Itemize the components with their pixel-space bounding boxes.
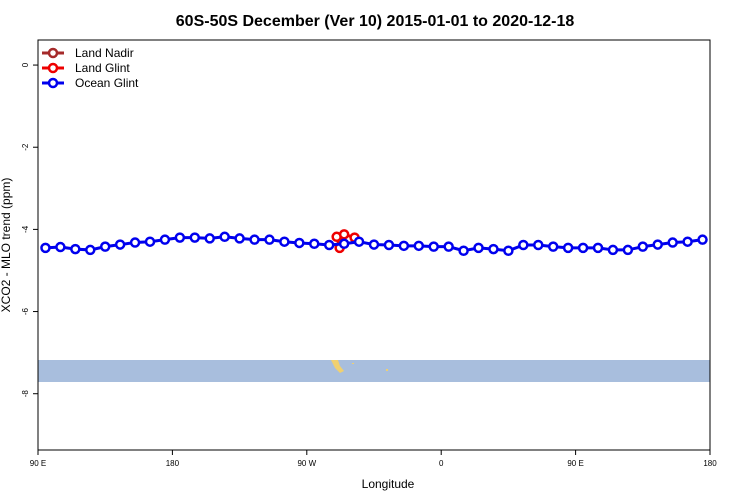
data-point bbox=[413, 240, 425, 252]
data-point bbox=[294, 237, 305, 249]
data-point bbox=[159, 234, 171, 245]
data-point bbox=[264, 234, 275, 245]
x-tick-label: 180 bbox=[166, 459, 180, 468]
data-point bbox=[338, 238, 350, 250]
data-point bbox=[458, 245, 469, 257]
data-point bbox=[592, 242, 604, 254]
data-point bbox=[234, 233, 245, 244]
data-point bbox=[323, 239, 335, 251]
data-point bbox=[70, 243, 81, 255]
data-point bbox=[577, 242, 589, 254]
data-point bbox=[174, 232, 186, 243]
y-tick-label: 0 bbox=[21, 62, 30, 67]
plot-frame bbox=[37, 39, 711, 451]
legend-marker bbox=[47, 47, 59, 59]
data-point bbox=[607, 244, 619, 256]
land-strip bbox=[38, 360, 710, 382]
data-point bbox=[503, 245, 514, 257]
data-point bbox=[309, 238, 320, 250]
data-point bbox=[219, 231, 230, 243]
legend-label: Land Nadir bbox=[75, 46, 134, 60]
land-patch bbox=[386, 369, 388, 371]
chart-title: 60S-50S December (Ver 10) 2015-01-01 to … bbox=[176, 13, 575, 30]
x-tick-label: 90 W bbox=[297, 459, 316, 468]
data-point bbox=[533, 239, 544, 251]
data-point bbox=[279, 236, 290, 247]
data-point bbox=[622, 244, 634, 256]
data-point bbox=[667, 237, 678, 248]
data-point bbox=[189, 232, 201, 243]
x-axis-label: Longitude bbox=[362, 477, 415, 491]
y-tick-label: -2 bbox=[21, 143, 30, 151]
data-point bbox=[368, 239, 380, 250]
data-point bbox=[353, 236, 365, 247]
data-point bbox=[398, 240, 410, 252]
data-point bbox=[144, 236, 156, 247]
data-point bbox=[85, 244, 96, 256]
x-tick-label: 180 bbox=[703, 459, 717, 468]
y-axis-label: XCO2 - MLO trend (ppm) bbox=[0, 178, 13, 313]
data-point bbox=[204, 233, 215, 244]
legend-label: Land Glint bbox=[75, 61, 130, 75]
data-point bbox=[518, 239, 529, 251]
data-point bbox=[652, 239, 663, 250]
data-point bbox=[428, 241, 439, 252]
y-tick-label: -8 bbox=[21, 390, 30, 398]
data-point bbox=[682, 236, 693, 247]
legend-marker bbox=[47, 62, 59, 74]
x-tick-label: 90 E bbox=[567, 459, 583, 468]
land-patch bbox=[352, 363, 354, 364]
data-point bbox=[547, 241, 559, 252]
data-point bbox=[129, 237, 141, 248]
data-point bbox=[383, 239, 395, 251]
land-patch bbox=[331, 360, 344, 373]
data-point bbox=[99, 241, 111, 252]
data-point bbox=[249, 234, 260, 245]
data-point bbox=[443, 241, 454, 252]
ocean-band bbox=[38, 360, 710, 382]
legend-label: Ocean Glint bbox=[75, 76, 139, 90]
legend-marker bbox=[47, 77, 59, 89]
x-tick-label: 90 E bbox=[30, 459, 46, 468]
data-point bbox=[40, 242, 51, 254]
x-tick-label: 0 bbox=[439, 459, 444, 468]
data-point bbox=[55, 241, 66, 253]
data-point bbox=[488, 243, 499, 255]
data-point bbox=[473, 242, 484, 254]
data-point bbox=[114, 239, 126, 250]
data-point bbox=[338, 229, 350, 240]
y-tick-label: -4 bbox=[21, 225, 30, 233]
y-tick-label: -6 bbox=[21, 307, 30, 315]
data-point bbox=[637, 241, 649, 252]
data-point bbox=[562, 242, 574, 254]
data-point bbox=[697, 234, 708, 245]
